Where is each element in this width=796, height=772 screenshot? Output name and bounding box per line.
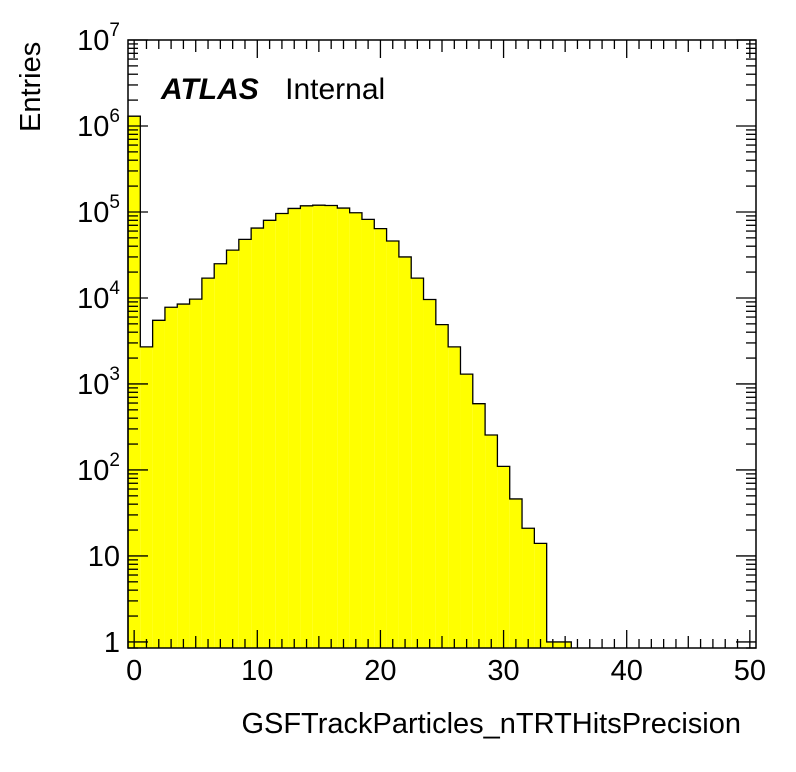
x-tick-label: 20 <box>364 655 396 687</box>
y-tick-label: 107 <box>77 20 120 57</box>
y-tick-label: 104 <box>77 278 120 315</box>
histogram-bin <box>460 374 473 648</box>
histogram-bin <box>485 434 498 648</box>
histogram-bin <box>435 324 449 648</box>
y-tick-labels: 1 10 102 103 104 105 106 107 <box>77 20 120 659</box>
x-tick-label: 10 <box>241 655 273 687</box>
histogram-bin <box>251 228 264 648</box>
histogram-bin <box>472 403 486 648</box>
atlas-label: ATLAS Internal <box>160 73 385 106</box>
y-tick-label: 103 <box>77 364 120 401</box>
y-tick-label: 106 <box>77 106 120 143</box>
axis-ticks <box>128 39 756 649</box>
histogram-bin <box>509 498 523 648</box>
histogram-bin <box>152 320 165 648</box>
histogram-bin <box>534 543 547 648</box>
histogram-bin <box>300 205 313 648</box>
y-tick-label: 1 <box>104 627 120 659</box>
histogram-bin <box>386 240 399 649</box>
histogram-outline <box>127 115 572 648</box>
histogram-bin <box>201 278 215 648</box>
histogram-bin <box>522 528 535 648</box>
histogram-bin <box>325 205 338 648</box>
histogram-bin <box>398 256 412 648</box>
histogram-bin <box>349 212 362 648</box>
histogram-bin <box>238 239 252 648</box>
y-tick-label: 105 <box>77 192 120 229</box>
histogram-bin <box>361 219 375 648</box>
histogram-bin <box>275 213 289 648</box>
histogram-bin <box>448 346 461 648</box>
x-axis-label: GSFTrackParticles_nTRTHitsPrecision <box>241 708 741 740</box>
x-tick-label: 30 <box>487 655 519 687</box>
histogram-bin <box>214 263 227 648</box>
histogram-bin <box>288 208 301 649</box>
histogram-bin <box>423 299 436 648</box>
histogram-bin <box>226 250 239 649</box>
atlas-label-bold: ATLAS <box>160 73 259 106</box>
histogram-bin <box>374 228 387 649</box>
atlas-label-status: Internal <box>285 73 385 106</box>
histogram-bin <box>263 220 276 648</box>
x-tick-labels: 0 10 20 30 40 50 <box>126 655 766 687</box>
x-tick-label: 0 <box>126 655 142 687</box>
histogram-bin <box>164 307 178 648</box>
histogram-bin <box>128 116 141 649</box>
y-tick-label: 102 <box>77 450 120 487</box>
x-tick-label: 50 <box>734 655 766 687</box>
x-tick-label: 40 <box>611 655 643 687</box>
y-tick-label: 10 <box>88 541 120 573</box>
histogram-bin <box>497 466 510 648</box>
histogram-bin <box>140 346 153 648</box>
histogram-bin <box>312 205 326 649</box>
histogram-bin <box>337 208 350 648</box>
histogram-bins <box>128 116 572 649</box>
histogram-bin <box>189 299 202 648</box>
histogram-bin <box>411 278 424 648</box>
y-axis-label: Entries <box>15 42 47 132</box>
histogram-bin <box>177 304 190 648</box>
